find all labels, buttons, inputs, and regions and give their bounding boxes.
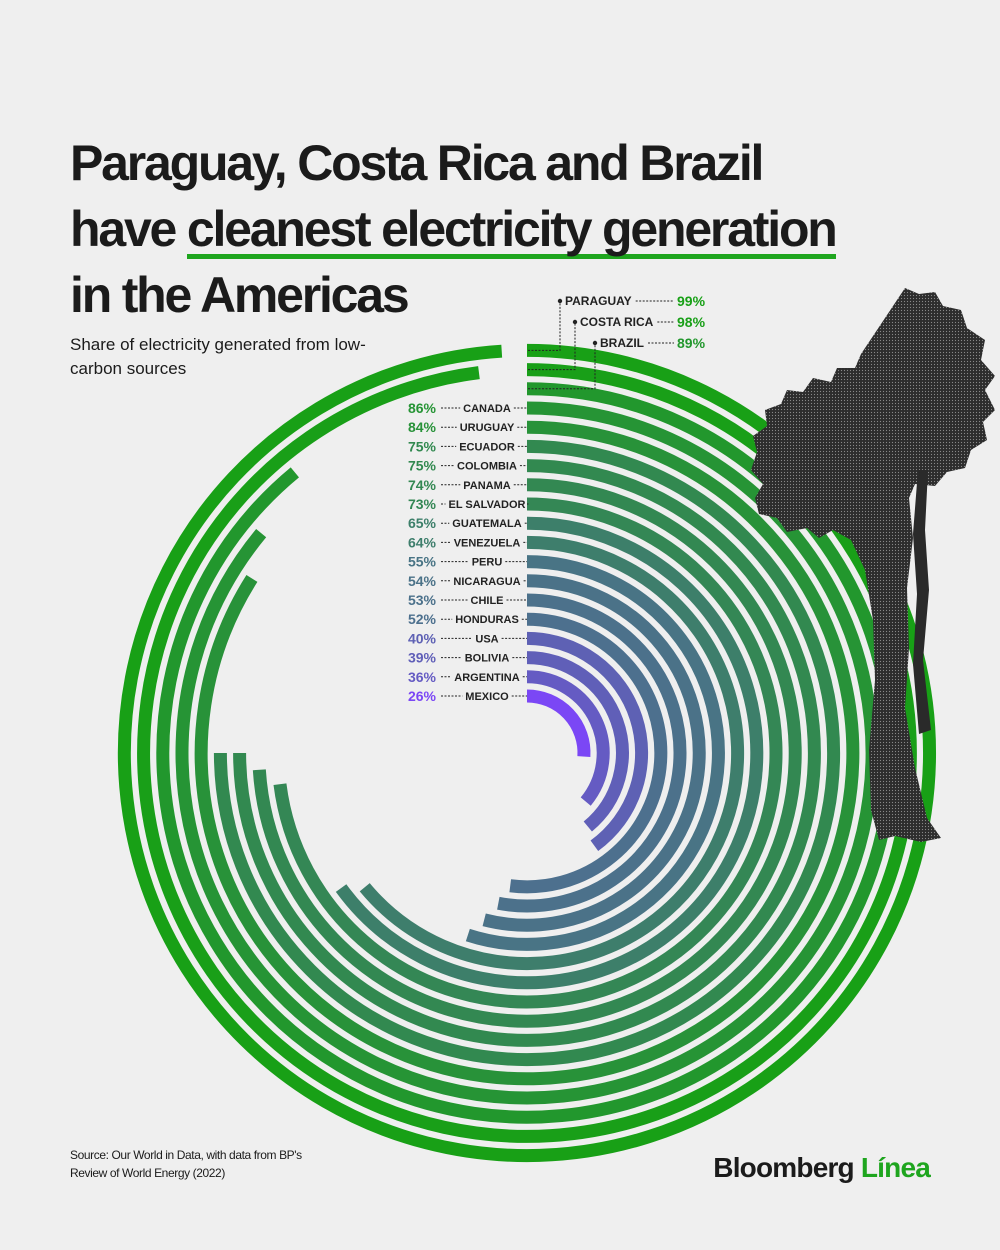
arc-guatemala — [335, 516, 764, 990]
value-argentina: 36% — [408, 669, 437, 685]
label-nicaragua: NICARAGUA — [453, 576, 520, 588]
label-usa: USA — [475, 633, 498, 645]
label-brazil: BRAZIL — [600, 336, 644, 350]
arc-el-salvador — [273, 497, 783, 1009]
label-venezuela: VENEZUELA — [454, 537, 521, 549]
arc-argentina — [526, 670, 610, 806]
label-colombia: COLOMBIA — [457, 461, 517, 473]
leader-paraguay — [528, 301, 561, 351]
title-line-2-prefix: have — [70, 201, 187, 257]
brand-accent: Línea — [860, 1152, 931, 1183]
label-guatemala: GUATEMALA — [452, 518, 522, 530]
label-canada: CANADA — [463, 403, 511, 415]
value-peru: 55% — [408, 554, 437, 570]
value-panama: 74% — [408, 477, 437, 493]
arc-mexico — [526, 689, 591, 757]
value-guatemala: 65% — [408, 515, 437, 531]
arc-honduras — [509, 612, 668, 894]
brand-logo: Bloomberg Línea — [713, 1152, 931, 1184]
label-bolivia: BOLIVIA — [465, 653, 510, 665]
label-group: PARAGUAY 99% COSTA RICA 98% BRAZIL 89% CANADA 8… — [408, 293, 706, 704]
arc-usa — [526, 631, 649, 851]
label-paraguay: PARAGUAY — [565, 294, 632, 308]
label-honduras: HONDURAS — [455, 614, 519, 626]
leader-brazil — [528, 343, 596, 390]
label-panama: PANAMA — [463, 480, 511, 492]
leader-dot-brazil — [592, 340, 598, 346]
value-honduras: 52% — [408, 611, 437, 627]
value-el-salvador: 73% — [408, 496, 437, 512]
value-canada: 86% — [408, 400, 437, 416]
label-el-salvador: EL SALVADOR — [448, 499, 525, 511]
value-colombia: 75% — [408, 458, 437, 474]
brand-name: Bloomberg — [713, 1152, 854, 1183]
title-line-3: in the Americas — [70, 267, 410, 323]
arc-ecuador — [213, 439, 841, 1067]
label-ecuador: ECUADOR — [459, 441, 515, 453]
leader-dot-paraguay — [557, 298, 563, 304]
leader-costa-rica — [528, 322, 576, 371]
value-venezuela: 64% — [408, 534, 437, 550]
label-argentina: ARGENTINA — [454, 672, 519, 684]
title-line-1: Paraguay, Costa Rica and Brazil — [70, 135, 764, 191]
value-brazil: 89% — [677, 335, 706, 351]
arc-nicaragua — [482, 574, 706, 932]
arc-costa-rica — [137, 363, 917, 1143]
value-ecuador: 75% — [408, 438, 437, 454]
arc-colombia — [233, 459, 821, 1047]
value-bolivia: 39% — [408, 650, 437, 666]
label-costa-rica: COSTA RICA — [580, 315, 654, 329]
value-mexico: 26% — [408, 688, 437, 704]
arc-chile — [497, 593, 687, 913]
arc-bolivia — [526, 651, 629, 832]
arc-uruguay — [194, 420, 860, 1086]
value-costa-rica: 98% — [677, 314, 706, 330]
tree-silhouette-icon — [751, 288, 995, 842]
arc-peru — [465, 555, 725, 951]
value-nicaragua: 54% — [408, 573, 437, 589]
label-uruguay: URUGUAY — [460, 422, 515, 434]
chart-subtitle: Share of electricity generated from low-… — [70, 335, 366, 378]
arc-panama — [252, 478, 802, 1028]
label-peru: PERU — [472, 557, 503, 569]
label-mexico: MEXICO — [465, 691, 509, 703]
value-uruguay: 84% — [408, 419, 437, 435]
arc-venezuela — [359, 535, 745, 971]
title-highlight: cleanest electricity generation — [186, 201, 838, 259]
page-title: Paraguay, Costa Rica and Brazil have cle… — [70, 130, 950, 328]
value-paraguay: 99% — [677, 293, 706, 309]
value-usa: 40% — [408, 630, 437, 646]
value-chile: 53% — [408, 592, 437, 608]
label-chile: CHILE — [471, 595, 504, 607]
source-note: Source: Our World in Data, with data fro… — [70, 1148, 302, 1180]
leader-dot-costa-rica — [572, 319, 578, 325]
